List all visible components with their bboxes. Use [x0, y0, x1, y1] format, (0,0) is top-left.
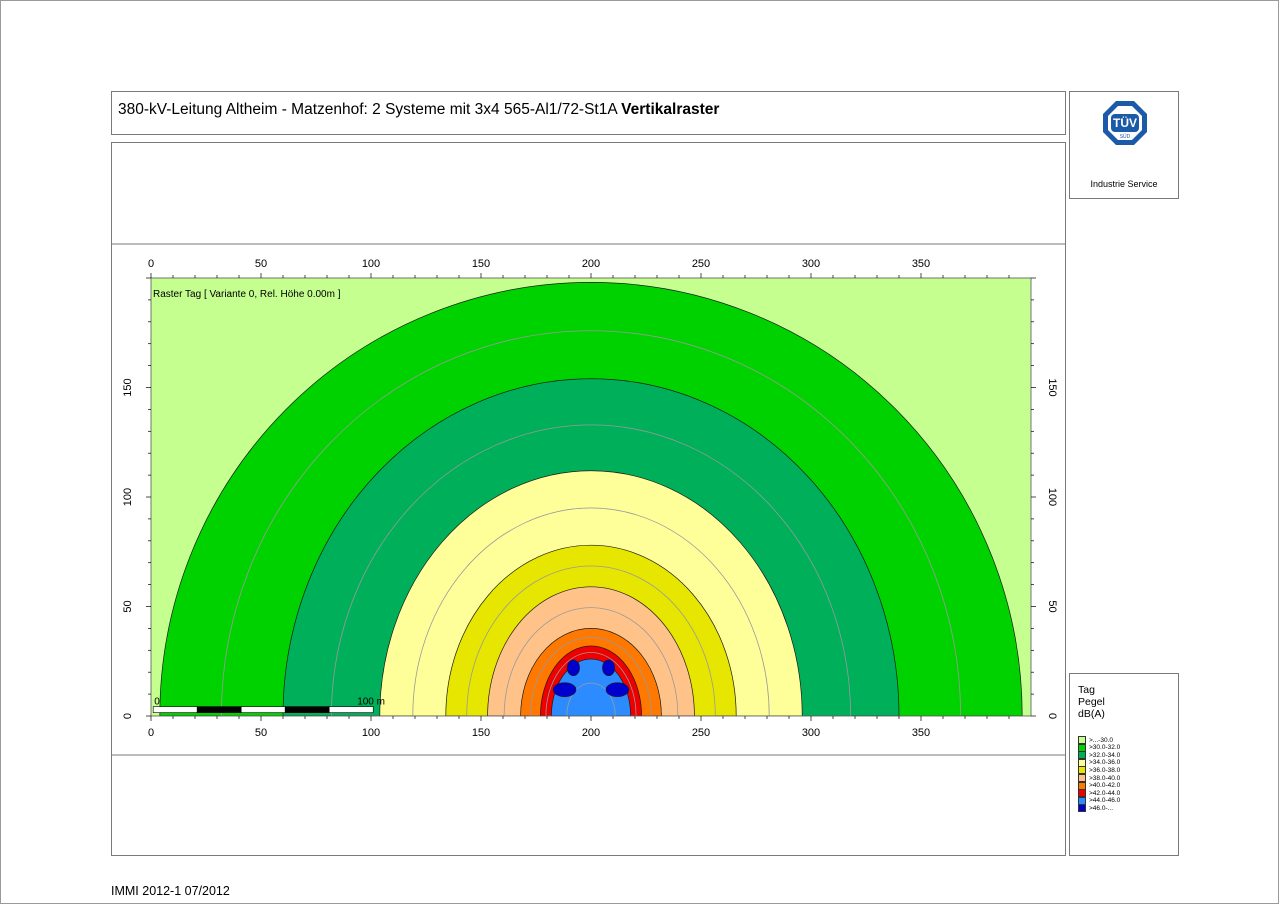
y-tick-label-right: 50	[1046, 600, 1058, 612]
y-tick-label-left: 0	[122, 713, 134, 719]
legend-label: >34.0-36.0	[1089, 759, 1121, 767]
contour-isoline	[466, 565, 716, 716]
x-tick-label-top: 0	[148, 258, 154, 270]
scale-bar-segment	[152, 706, 198, 713]
legend-item: >...-30.0	[1078, 736, 1113, 744]
logo-subtext: SÜD	[1120, 133, 1131, 140]
contour-isoline	[566, 682, 616, 716]
title-bold: Vertikalraster	[621, 101, 720, 118]
scale-bar-segment	[240, 706, 286, 713]
legend-item: >30.0-32.0	[1078, 743, 1121, 752]
y-tick-label-left: 50	[122, 600, 134, 612]
contour-isoline	[545, 652, 637, 716]
x-tick-label-bottom: 350	[912, 727, 930, 739]
legend-label: >46.0-...	[1089, 804, 1114, 812]
scale-bar-end-label: 100 m	[357, 697, 385, 708]
logo-caption: Industrie Service	[1090, 179, 1157, 189]
legend-item: >32.0-34.0	[1078, 751, 1121, 760]
contour-band	[566, 659, 580, 677]
x-tick-label-top: 300	[802, 258, 820, 270]
x-tick-label-bottom: 250	[692, 727, 710, 739]
x-tick-label-bottom: 100	[362, 727, 380, 739]
legend-swatch	[1078, 736, 1086, 744]
map-box: 0 0 50 50 100 100 150 150 200 200 250 250 300 300 350 3…	[111, 142, 1066, 856]
legend-item: >38.0-40.0	[1078, 774, 1120, 782]
y-tick-label-right: 150	[1046, 378, 1058, 396]
legend-label: >42.0-44.0	[1089, 789, 1121, 797]
legend-swatch	[1078, 804, 1086, 813]
raster-label: Raster Tag [ Variante 0, Rel. Höhe 0.00m…	[153, 289, 341, 300]
x-tick-label-top: 150	[472, 258, 490, 270]
scale-bar-segment	[196, 706, 242, 713]
legend-swatch	[1078, 743, 1086, 752]
scale-bar: 0 100 m	[152, 697, 385, 713]
title-box: 380-kV-Leitung Altheim - Matzenhof: 2 Sy…	[111, 91, 1066, 135]
x-tick-label-top: 100	[362, 258, 380, 270]
x-tick-label-bottom: 0	[148, 727, 154, 739]
contour-isoline	[503, 607, 679, 716]
legend-swatch	[1078, 774, 1086, 782]
x-tick-label-bottom: 50	[255, 727, 267, 739]
x-tick-label-top: 50	[255, 258, 267, 270]
x-tick-label-top: 200	[582, 258, 600, 270]
scale-bar-start-label: 0	[154, 697, 160, 708]
y-tick-label-left: 100	[122, 488, 134, 506]
legend-swatch	[1078, 758, 1086, 767]
legend-label: >44.0-46.0	[1089, 797, 1121, 805]
legend-swatch	[1078, 789, 1086, 798]
footer-text: IMMI 2012-1 07/2012	[111, 884, 230, 898]
legend-label: >38.0-40.0	[1089, 774, 1121, 782]
legend-box: Tag Pegel dB(A) >...-30.0 >30.0-32.0 >32.0…	[1069, 673, 1179, 856]
legend-item: >44.0-46.0	[1078, 796, 1121, 805]
logo-mark: TÜV	[1113, 115, 1137, 130]
tuv-sud-logo-icon: TÜV SÜD Industrie Service	[1090, 101, 1158, 189]
contour-isoline	[412, 507, 770, 716]
page-title: 380-kV-Leitung Altheim - Matzenhof: 2 Sy…	[118, 101, 720, 118]
legend-label: >40.0-42.0	[1089, 782, 1121, 790]
legend-label: >32.0-34.0	[1089, 751, 1121, 759]
x-tick-label-bottom: 150	[472, 727, 490, 739]
legend-item: >36.0-38.0	[1078, 766, 1121, 775]
legend-item: >40.0-42.0	[1078, 781, 1121, 790]
contour-band	[605, 682, 630, 698]
legend-item: >34.0-36.0	[1078, 758, 1121, 767]
legend-label: >...-30.0	[1089, 736, 1114, 744]
y-tick-label-right: 0	[1046, 713, 1058, 719]
contour-isoline	[330, 424, 852, 716]
legend-title-unit: dB(A)	[1078, 708, 1105, 720]
y-tick-label-left: 150	[122, 378, 134, 396]
x-tick-label-top: 250	[692, 258, 710, 270]
legend-title-tag: Tag	[1078, 684, 1095, 696]
legend-item: >42.0-44.0	[1078, 789, 1121, 798]
legend-swatch	[1078, 766, 1086, 775]
scale-bar-segment	[284, 706, 330, 713]
contour-isoline	[220, 330, 962, 716]
x-tick-label-bottom: 200	[582, 727, 600, 739]
y-tick-label-right: 100	[1046, 488, 1058, 506]
x-tick-label-top: 350	[912, 258, 930, 270]
contour-band	[552, 682, 577, 698]
legend-swatch	[1078, 781, 1086, 790]
contour-band	[602, 659, 616, 677]
legend-title-pegel: Pegel	[1078, 696, 1105, 708]
contour-map: 0 0 50 50 100 100 150 150 200 200 250 250 300 300 350 3…	[112, 243, 1065, 756]
legend-swatch	[1078, 751, 1086, 760]
legend-label: >36.0-38.0	[1089, 766, 1121, 774]
legend-item: >46.0-...	[1078, 804, 1114, 813]
contour-isoline	[530, 636, 652, 716]
legend-swatch	[1078, 796, 1086, 805]
legend-label: >30.0-32.0	[1089, 744, 1121, 752]
scale-bar-segment	[328, 706, 374, 713]
x-tick-label-bottom: 300	[802, 727, 820, 739]
logo-box: TÜV SÜD Industrie Service	[1069, 91, 1179, 199]
